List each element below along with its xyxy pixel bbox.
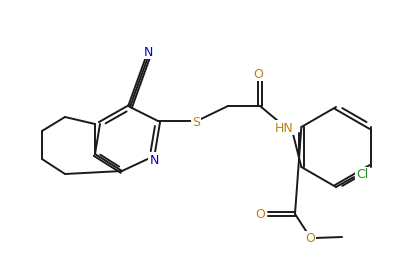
Text: O: O [305,232,315,245]
Text: O: O [255,208,265,221]
Text: Cl: Cl [356,168,368,181]
Text: N: N [150,153,159,166]
Text: S: S [192,115,200,128]
Text: HN: HN [275,121,293,134]
Text: N: N [143,45,153,58]
Text: O: O [253,67,263,80]
